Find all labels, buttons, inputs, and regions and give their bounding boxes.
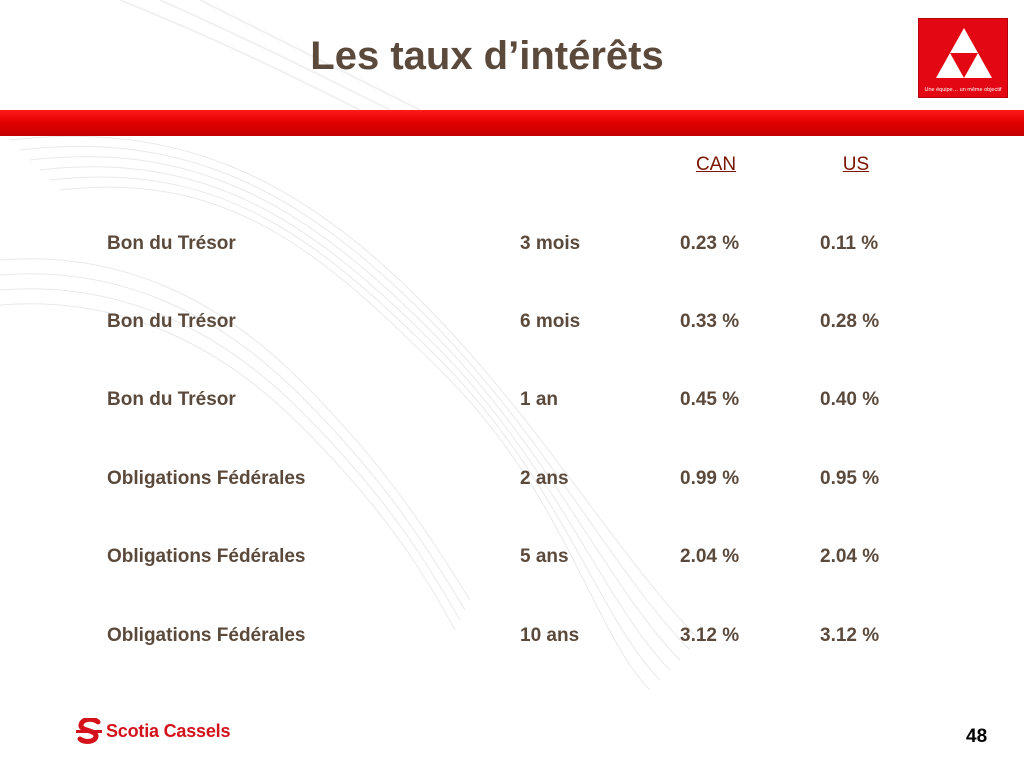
slide-title: Les taux d’intérêts <box>310 34 664 78</box>
row-rate-can: 0.99 % <box>680 468 740 489</box>
scotia-s-icon <box>76 718 102 744</box>
row-instrument: Bon du Trésor <box>107 233 236 254</box>
row-instrument: Obligations Fédérales <box>107 546 306 567</box>
table-row: Obligations Fédérales 5 ans 2.04 % 2.04 … <box>0 546 1024 574</box>
logo-tagline: Une équipe… un même objectif <box>924 87 1002 93</box>
table-row: Bon du Trésor 1 an 0.45 % 0.40 % <box>0 389 1024 417</box>
table-row: Bon du Trésor 3 mois 0.23 % 0.11 % <box>0 233 1024 261</box>
row-rate-us: 0.95 % <box>820 468 880 489</box>
row-instrument: Bon du Trésor <box>107 389 236 410</box>
row-rate-can: 2.04 % <box>680 546 740 567</box>
header-logo: Une équipe… un même objectif <box>918 18 1008 98</box>
row-instrument: Bon du Trésor <box>107 311 236 332</box>
row-rate-can: 0.45 % <box>680 389 740 410</box>
header-red-bar <box>0 110 1024 136</box>
table-row: Bon du Trésor 6 mois 0.33 % 0.28 % <box>0 311 1024 339</box>
row-term: 3 mois <box>520 233 581 254</box>
page-number: 48 <box>966 726 988 747</box>
row-instrument: Obligations Fédérales <box>107 625 306 646</box>
table-row: Obligations Fédérales 2 ans 0.99 % 0.95 … <box>0 468 1024 496</box>
row-rate-can: 3.12 % <box>680 625 740 646</box>
row-instrument: Obligations Fédérales <box>107 468 306 489</box>
row-rate-can: 0.33 % <box>680 311 740 332</box>
table-row: Obligations Fédérales 10 ans 3.12 % 3.12… <box>0 625 1024 653</box>
row-term: 10 ans <box>520 625 580 646</box>
triangle-logo-icon <box>936 28 992 78</box>
row-term: 2 ans <box>520 468 569 489</box>
row-term: 1 an <box>520 389 559 410</box>
footer-brand: Scotia Cassels <box>106 721 231 741</box>
row-rate-us: 2.04 % <box>820 546 880 567</box>
row-term: 6 mois <box>520 311 581 332</box>
column-header-can: CAN <box>695 154 737 175</box>
row-rate-us: 0.11 % <box>820 233 879 254</box>
row-rate-us: 3.12 % <box>820 625 880 646</box>
row-rate-us: 0.40 % <box>820 389 880 410</box>
column-header-us: US <box>842 154 870 175</box>
row-rate-us: 0.28 % <box>820 311 880 332</box>
row-term: 5 ans <box>520 546 569 567</box>
row-rate-can: 0.23 % <box>680 233 740 254</box>
